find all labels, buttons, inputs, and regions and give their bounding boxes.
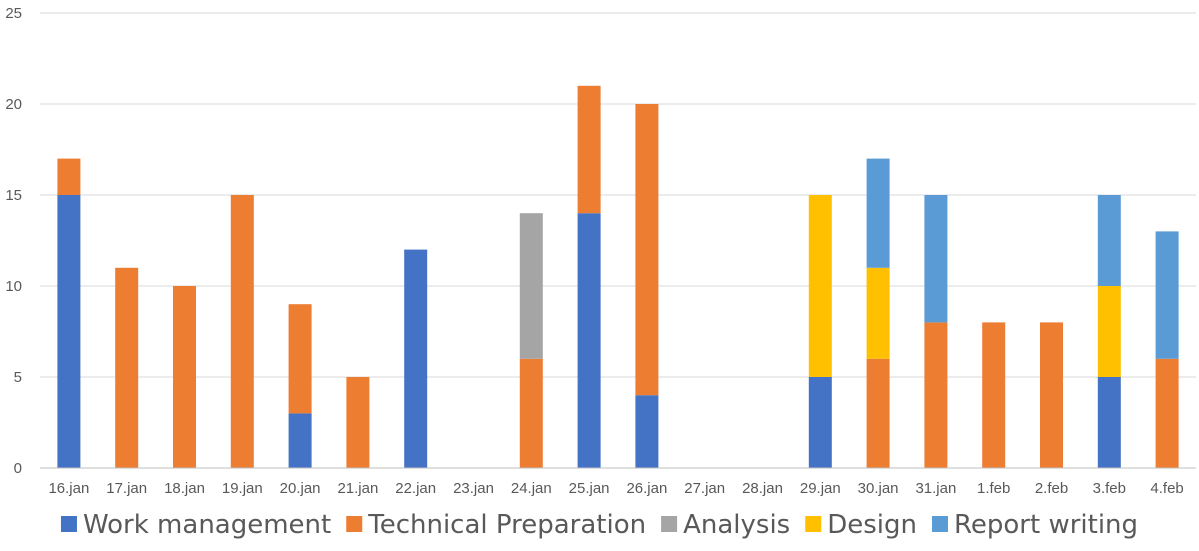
x-tick-label: 18.jan	[164, 480, 205, 497]
x-tick-label: 4.feb	[1150, 480, 1183, 497]
bar-segment-technical-preparation	[635, 104, 659, 396]
legend-label: Work management	[83, 510, 331, 540]
x-tick-label: 27.jan	[684, 480, 725, 497]
x-tick-label: 22.jan	[395, 480, 436, 497]
bar-segment-design	[1097, 286, 1121, 377]
bar-segment-technical-preparation	[519, 358, 543, 468]
bar-segment-technical-preparation	[577, 85, 601, 214]
gridlines	[40, 12, 1196, 378]
bar-segment-technical-preparation	[57, 158, 81, 195]
bar-segment-technical-preparation	[173, 286, 196, 468]
y-tick-label: 25	[5, 5, 22, 22]
legend-label: Report writing	[954, 510, 1138, 540]
bar-segment-technical-preparation	[866, 358, 890, 468]
bar-segment-technical-preparation	[1040, 322, 1063, 468]
y-tick-label: 20	[5, 96, 22, 113]
legend-swatch	[932, 516, 949, 532]
y-tick-label: 15	[5, 187, 22, 204]
bar-segment-work-management	[1097, 377, 1121, 468]
legend-label: Technical Preparation	[367, 510, 646, 540]
x-tick-label: 1.feb	[977, 480, 1010, 497]
bar-segment-work-management	[404, 249, 428, 468]
x-tick-label: 29.jan	[800, 480, 841, 497]
x-tick-label: 25.jan	[569, 480, 610, 497]
x-tick-label: 28.jan	[742, 480, 783, 497]
legend: Work management Technical Preparation Anal…	[60, 510, 1138, 540]
x-tick-label: 20.jan	[280, 480, 321, 497]
legend-item: Design	[805, 510, 917, 540]
bar-segment-design	[866, 267, 890, 359]
bars	[57, 85, 1179, 468]
bar-segment-report-writing	[1155, 231, 1179, 359]
y-tick-label: 10	[5, 278, 22, 295]
legend-item: Report writing	[932, 510, 1138, 540]
x-tick-label: 2.feb	[1035, 480, 1068, 497]
legend-swatch	[346, 516, 363, 532]
bar-segment-technical-preparation	[1155, 358, 1179, 468]
bar-segment-analysis	[519, 213, 543, 359]
bar-segment-report-writing	[1097, 195, 1121, 286]
bar-segment-work-management	[808, 377, 832, 468]
bar-segment-report-writing	[924, 195, 948, 323]
bar-segment-work-management	[288, 413, 312, 468]
legend-swatch	[60, 516, 77, 532]
legend-swatch	[805, 516, 822, 532]
y-tick-label: 0	[14, 460, 22, 477]
x-tick-label: 26.jan	[626, 480, 667, 497]
legend-label: Analysis	[683, 510, 790, 540]
x-tick-label: 16.jan	[48, 480, 89, 497]
y-tick-label: 5	[14, 369, 22, 386]
legend-label: Design	[827, 510, 917, 540]
bar-segment-technical-preparation	[346, 377, 370, 468]
bar-segment-design	[808, 195, 832, 377]
bar-segment-work-management	[577, 213, 601, 468]
x-tick-label: 17.jan	[106, 480, 147, 497]
bar-segment-work-management	[57, 195, 81, 468]
legend-item: Work management	[60, 510, 331, 540]
bar-segment-technical-preparation	[924, 322, 948, 468]
x-tick-label: 31.jan	[915, 480, 956, 497]
x-tick-label: 21.jan	[337, 480, 378, 497]
x-tick-label: 23.jan	[453, 480, 494, 497]
legend-item: Technical Preparation	[346, 510, 646, 540]
bar-segment-technical-preparation	[230, 195, 254, 468]
bar-segment-work-management	[635, 395, 659, 468]
x-axis-tick-labels: 16.jan 17.jan 18.jan 19.jan 20.jan 21.jan 22.j…	[48, 480, 1183, 497]
bar-segment-technical-preparation	[115, 267, 139, 468]
legend-swatch	[661, 516, 678, 532]
bar-segment-report-writing	[866, 158, 890, 268]
x-tick-label: 3.feb	[1093, 480, 1126, 497]
x-tick-label: 24.jan	[511, 480, 552, 497]
x-tick-label: 30.jan	[858, 480, 899, 497]
bar-segment-technical-preparation	[982, 322, 1006, 468]
bar-segment-technical-preparation	[288, 304, 312, 414]
x-tick-label: 19.jan	[222, 480, 263, 497]
legend-item: Analysis	[661, 510, 790, 540]
y-axis-tick-labels: 0 5 10 15 20 25	[5, 5, 22, 477]
